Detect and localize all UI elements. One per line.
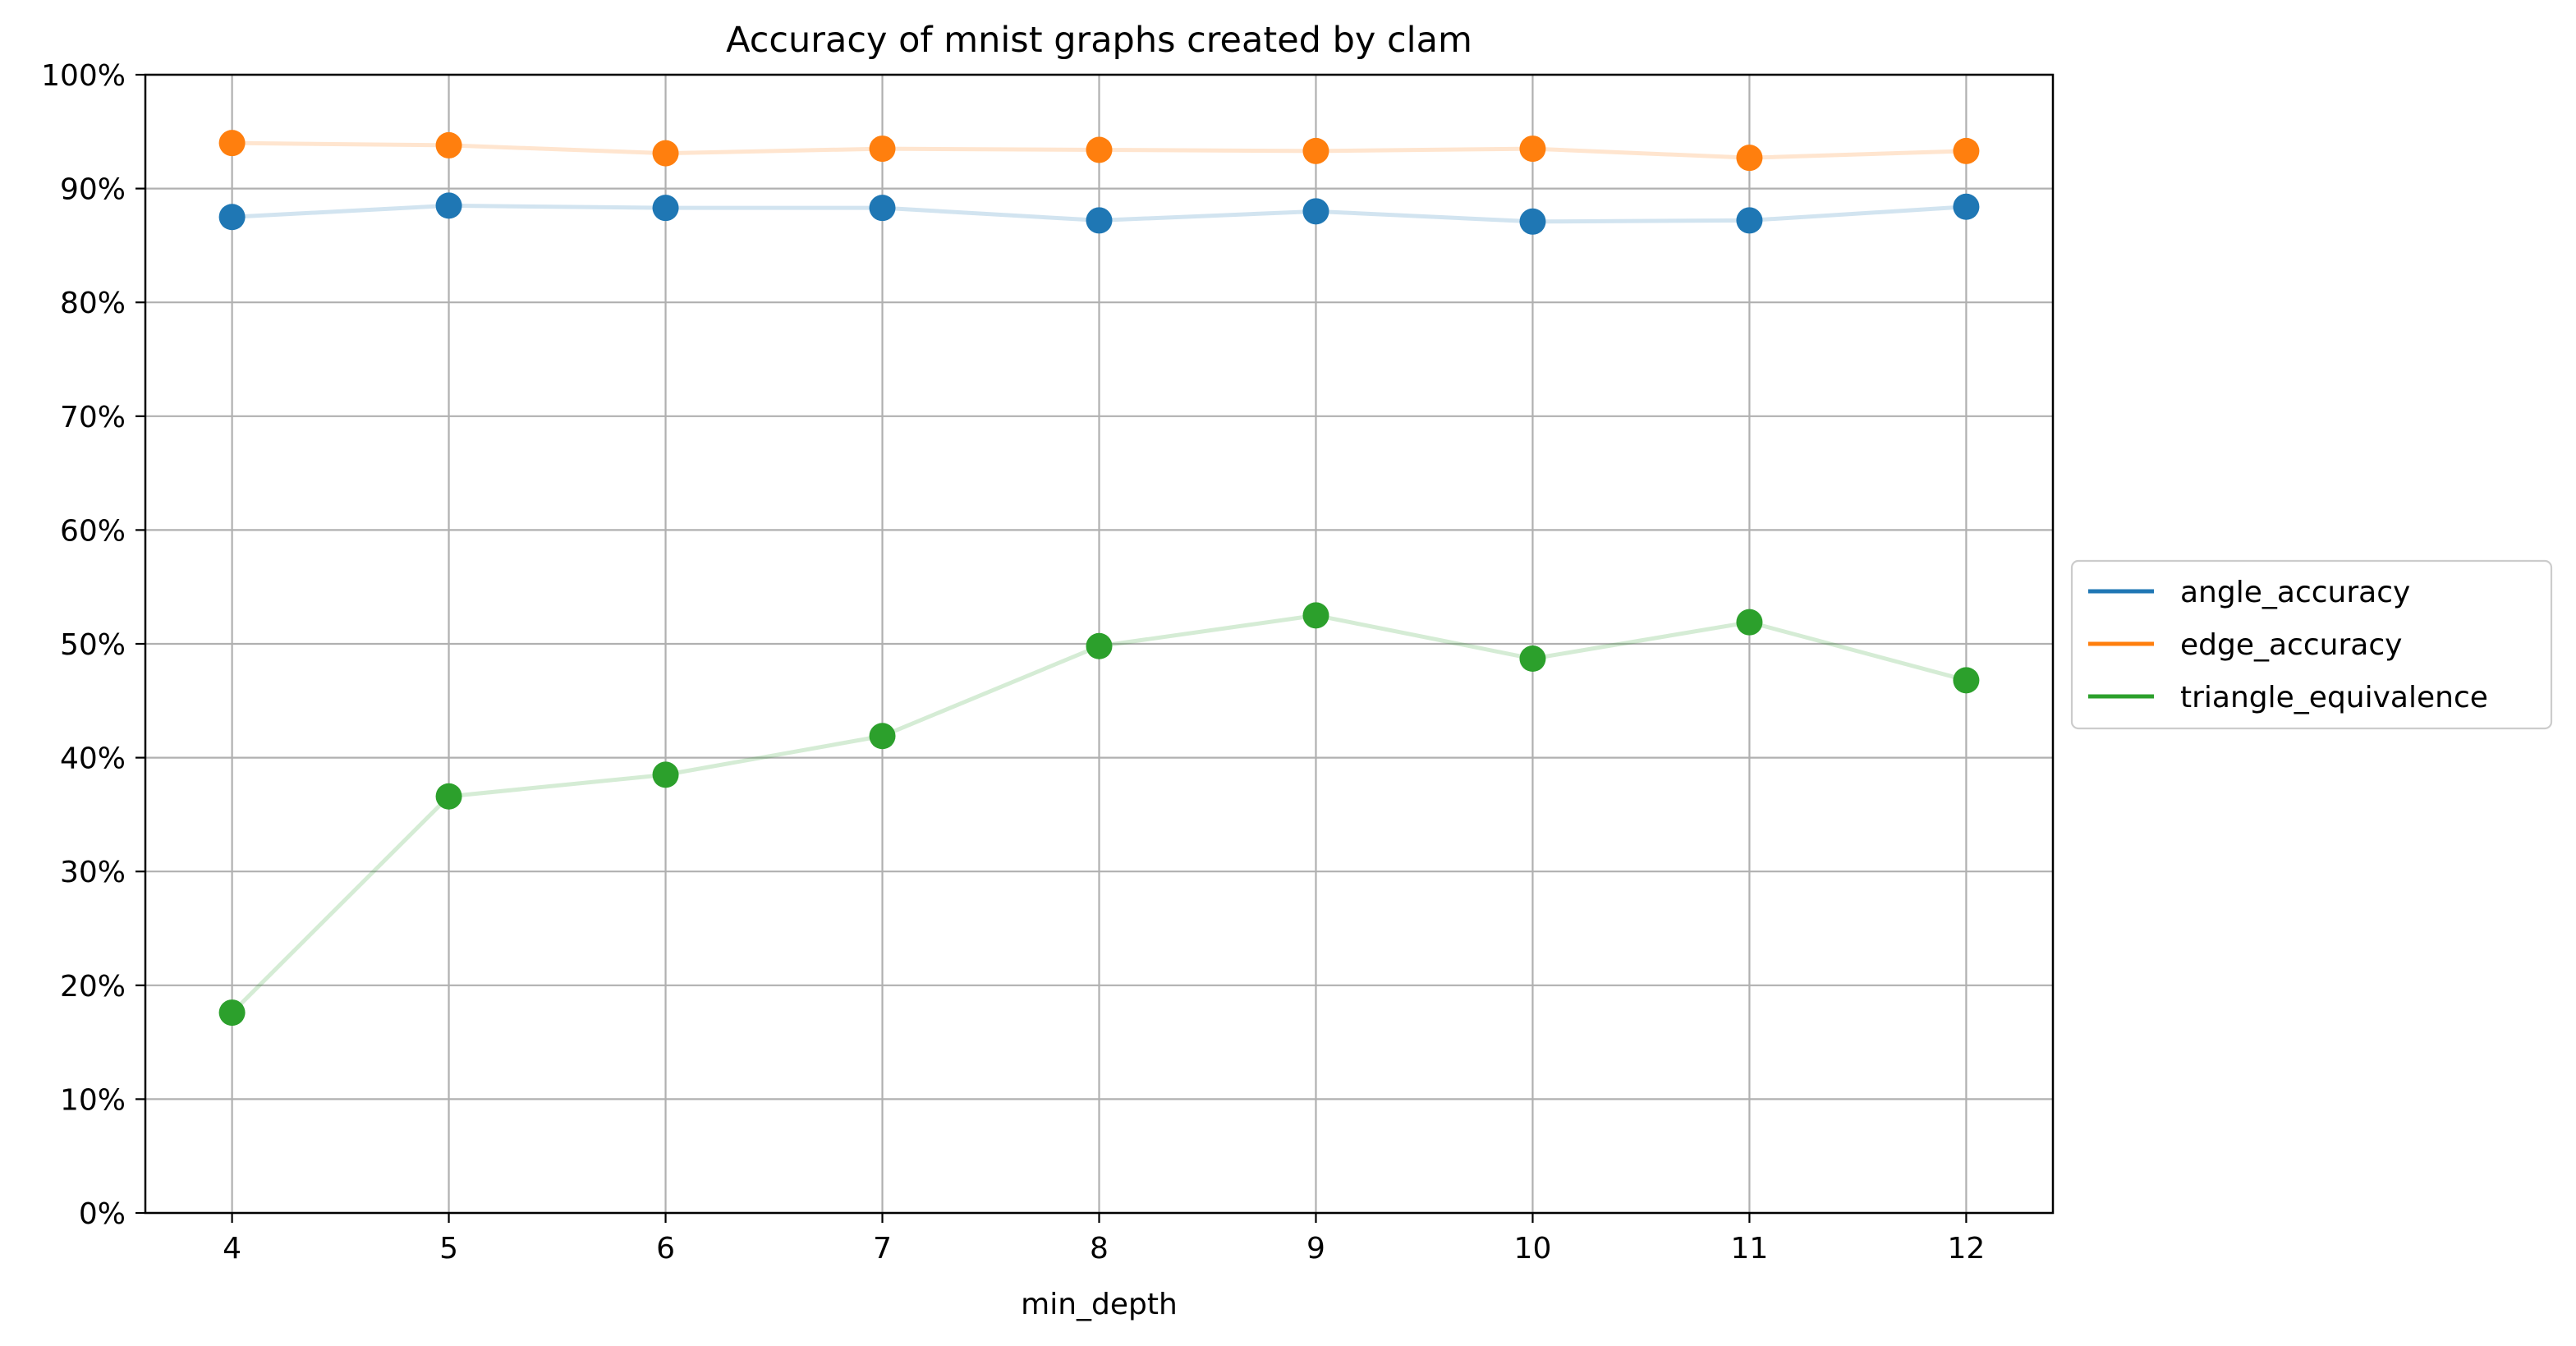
data-point-edge_accuracy <box>652 140 679 167</box>
legend-item-angle_accuracy: angle_accuracy <box>2088 576 2410 609</box>
y-tick-label: 40% <box>60 742 126 776</box>
x-tick-label: 7 <box>873 1232 892 1266</box>
data-point-edge_accuracy <box>1519 136 1546 163</box>
data-point-angle_accuracy <box>1736 207 1763 234</box>
y-tick-label: 0% <box>79 1197 126 1231</box>
data-point-edge_accuracy <box>1302 137 1329 164</box>
y-tick-label: 90% <box>60 173 126 207</box>
data-point-angle_accuracy <box>652 195 679 222</box>
x-tick-label: 4 <box>223 1232 241 1266</box>
data-point-triangle_equivalence <box>218 999 246 1027</box>
legend-box <box>2070 559 2553 730</box>
data-point-angle_accuracy <box>1086 207 1113 234</box>
data-point-edge_accuracy <box>1736 145 1763 172</box>
data-point-angle_accuracy <box>218 204 246 231</box>
data-point-edge_accuracy <box>1953 137 1980 164</box>
legend-label: angle_accuracy <box>2180 576 2410 609</box>
x-tick-label: 12 <box>1948 1232 1986 1266</box>
y-tick-label: 100% <box>41 59 126 93</box>
data-point-edge_accuracy <box>1086 136 1113 163</box>
grid-layer <box>145 73 2053 1215</box>
x-tick-label: 9 <box>1306 1232 1325 1266</box>
data-point-triangle_equivalence <box>435 783 462 810</box>
data-point-edge_accuracy <box>218 130 246 157</box>
x-tick-label: 11 <box>1731 1232 1769 1266</box>
legend-label: triangle_equivalence <box>2180 681 2488 714</box>
series-angle_accuracy <box>218 192 1980 235</box>
data-point-triangle_equivalence <box>1302 602 1329 629</box>
y-tick-label: 80% <box>60 287 126 320</box>
x-tick-label: 10 <box>1514 1232 1552 1266</box>
tick-layer: 4 5 6 7 8 9 10 11 12 0% 10% 20% 30% 40% 50% 60% 70% 80% 90… <box>41 59 1985 1266</box>
y-tick-label: 70% <box>60 401 126 434</box>
data-point-edge_accuracy <box>435 131 462 158</box>
data-point-angle_accuracy <box>1519 208 1546 235</box>
x-axis-label: min_depth <box>1021 1288 1178 1321</box>
legend: angle_accuracy edge_accuracy triangle_equi… <box>2070 559 2553 730</box>
data-point-triangle_equivalence <box>1953 667 1980 694</box>
x-tick-label: 8 <box>1090 1232 1109 1266</box>
series-layer <box>218 130 1980 1027</box>
data-point-angle_accuracy <box>869 195 896 222</box>
series-edge_accuracy <box>218 130 1980 172</box>
data-point-triangle_equivalence <box>652 761 679 788</box>
y-tick-label: 60% <box>60 514 126 548</box>
data-point-angle_accuracy <box>435 192 462 219</box>
data-point-angle_accuracy <box>1302 198 1329 225</box>
legend-item-edge_accuracy: edge_accuracy <box>2088 628 2402 662</box>
data-point-angle_accuracy <box>1953 193 1980 220</box>
chart-title: Accuracy of mnist graphs created by clam <box>726 20 1472 61</box>
legend-item-triangle_equivalence: triangle_equivalence <box>2088 681 2488 714</box>
x-tick-label: 5 <box>439 1232 458 1266</box>
y-tick-label: 30% <box>60 856 126 889</box>
y-tick-label: 10% <box>60 1083 126 1117</box>
legend-label: edge_accuracy <box>2180 628 2402 662</box>
series-triangle_equivalence <box>218 602 1980 1027</box>
x-tick-label: 6 <box>656 1232 675 1266</box>
data-point-triangle_equivalence <box>1519 645 1546 673</box>
y-tick-label: 20% <box>60 970 126 1004</box>
data-point-triangle_equivalence <box>1086 632 1113 659</box>
data-point-triangle_equivalence <box>1736 609 1763 636</box>
data-point-edge_accuracy <box>869 136 896 163</box>
data-point-triangle_equivalence <box>869 723 896 750</box>
y-tick-label: 50% <box>60 628 126 662</box>
